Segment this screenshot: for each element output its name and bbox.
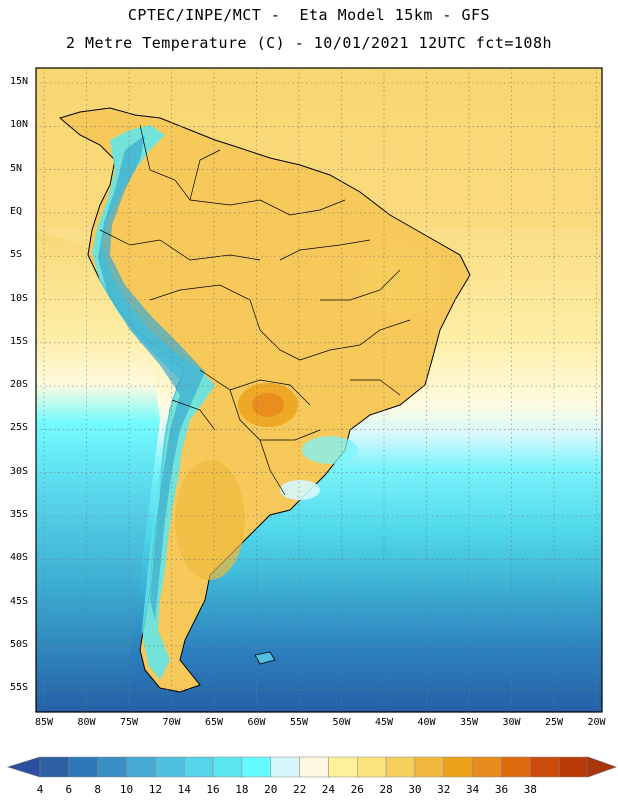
colorbar-swatch	[530, 756, 560, 778]
colorbar-swatch	[299, 756, 329, 778]
lat-label: 55S	[10, 682, 29, 694]
lon-label: 75W	[119, 717, 139, 728]
lon-label: 80W	[77, 717, 96, 728]
lat-label: 30S	[10, 465, 29, 477]
lat-label: 45S	[10, 595, 29, 607]
colorbar-label: 16	[206, 783, 220, 796]
lon-label: 50W	[332, 717, 351, 728]
lon-label: 35W	[459, 717, 479, 728]
lat-label: 25S	[10, 422, 29, 434]
colorbar-label: 24	[321, 783, 336, 796]
lon-label: 25W	[544, 717, 564, 728]
lat-lon-grid	[36, 68, 602, 712]
colorbar-swatch	[385, 756, 416, 778]
title-line-1: CPTEC/INPE/MCT - Eta Model 15km - GFS	[127, 6, 491, 24]
colorbar-label: 14	[177, 783, 191, 796]
lon-label: 65W	[204, 717, 224, 728]
lat-label: 20S	[10, 379, 29, 391]
lat-label: 15S	[10, 335, 29, 347]
colorbar-swatch	[558, 756, 589, 778]
colorbar-label: 22	[292, 783, 307, 796]
map-frame	[35, 67, 603, 713]
lon-label: 85W	[34, 717, 54, 728]
colorbar-swatch	[39, 756, 70, 778]
lat-label: 10S	[10, 292, 29, 304]
colorbar-left-arrow	[6, 756, 41, 778]
colorbar-swatch	[155, 756, 185, 778]
colorbar	[6, 756, 617, 778]
colorbar-swatch	[126, 756, 156, 778]
colorbar-label: 12	[148, 783, 162, 796]
country-borders	[99, 124, 411, 496]
colorbar-label: 38	[523, 783, 537, 796]
colorbar-swatch	[443, 756, 473, 778]
lon-label: 70W	[162, 717, 181, 728]
colorbar-label: 26	[350, 783, 364, 796]
lat-label: 35S	[10, 509, 29, 520]
colorbar-swatch	[241, 756, 271, 778]
lat-label: 5S	[10, 249, 23, 261]
colorbar-swatch	[270, 756, 300, 778]
colorbar-label: 4	[36, 783, 44, 796]
colorbar-swatch	[97, 756, 127, 778]
lon-label: 60W	[247, 717, 266, 728]
lon-label: 45W	[374, 717, 394, 728]
colorbar-label: 32	[437, 783, 451, 796]
colorbar-label: 18	[235, 783, 249, 796]
colorbar-swatch	[183, 756, 214, 778]
colorbar-swatch	[357, 756, 387, 778]
lat-label: 50S	[10, 638, 29, 650]
colorbar-swatch	[501, 756, 531, 778]
lat-label: 10N	[10, 119, 29, 131]
colorbar-right-arrow	[587, 756, 617, 778]
lon-label: 55W	[289, 717, 309, 728]
colorbar-label: 10	[119, 783, 134, 796]
lon-label: 20W	[587, 717, 606, 728]
lon-label: 30W	[502, 717, 521, 728]
colorbar-label: 34	[466, 783, 480, 796]
colorbar-label: 28	[379, 783, 393, 796]
colorbar-swatch	[68, 756, 98, 778]
colorbar-swatch	[328, 756, 358, 778]
colorbar-swatch	[414, 756, 445, 778]
lat-label: 15N	[10, 76, 29, 87]
colorbar-label: 8	[94, 783, 101, 796]
colorbar-label: 20	[264, 783, 278, 796]
colorbar-label: 6	[65, 783, 73, 796]
lat-label: EQ	[10, 205, 23, 217]
colorbar-label: 36	[494, 783, 509, 796]
colorbar-label: 30	[408, 783, 422, 796]
title-line-2: 2 Metre Temperature (C) - 10/01/2021 12U…	[65, 34, 553, 52]
colorbar-swatch	[212, 756, 243, 778]
lon-label: 40W	[417, 717, 436, 728]
lat-label: 5N	[10, 162, 23, 174]
colorbar-swatch	[472, 756, 502, 778]
lat-label: 40S	[10, 552, 29, 564]
